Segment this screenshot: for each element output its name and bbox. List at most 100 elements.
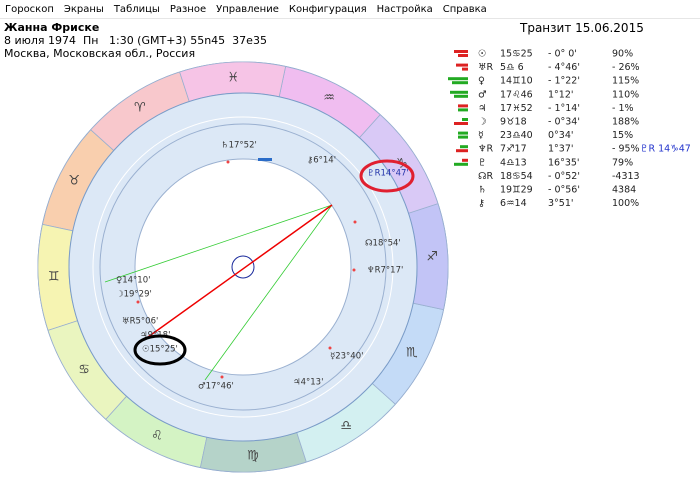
sign-glyph: ♒: [323, 91, 335, 106]
table-cell: 4♎13: [500, 157, 527, 168]
degree-marker: [258, 158, 272, 161]
sign-glyph: ♋: [78, 363, 90, 378]
table-cell: 23♎40: [500, 130, 533, 141]
menu-item[interactable]: Таблицы: [113, 3, 160, 15]
menu-item[interactable]: Конфигурация: [288, 3, 367, 15]
person-name: Жанна Фриске: [4, 21, 100, 34]
cusp-dot: [328, 346, 332, 350]
table-cell: 115%: [612, 76, 639, 87]
sign-glyph: ♓: [227, 70, 239, 85]
table-cell: 9♉18: [500, 117, 527, 128]
planet-label: ♃4°13': [293, 378, 323, 388]
table-cell: - 1°14': [548, 103, 580, 114]
table-cell: - 1%: [612, 103, 634, 114]
table-cell: 17♓52: [500, 103, 533, 114]
planet-label: ♄17°52': [221, 141, 257, 151]
table-cell: 15%: [612, 130, 633, 141]
table-cell: ♆R: [478, 144, 494, 155]
menu-item[interactable]: Гороскоп: [5, 3, 54, 15]
ring-line: [92, 116, 394, 418]
table-cell: 1°37': [548, 144, 574, 155]
table-cell: 14♊10: [500, 76, 533, 87]
menu-item[interactable]: Управление: [216, 3, 279, 15]
strength-bar: [462, 67, 468, 71]
strength-bar: [462, 158, 468, 162]
cusp-dot: [226, 160, 230, 164]
sign-glyph: ♈: [134, 101, 146, 116]
planet-label: ♀14°10': [116, 276, 150, 286]
menu-item[interactable]: Настройка: [376, 3, 433, 15]
planet-label: ☽19°29': [116, 290, 152, 300]
table-cell: 18♋54: [500, 171, 533, 182]
sign-glyph: ♊: [48, 269, 60, 284]
table-cell: 6♒14: [500, 198, 527, 209]
table-cell: ♇: [478, 157, 487, 168]
strength-bar: [454, 50, 468, 53]
planet-label: ♆R7°17': [367, 266, 403, 276]
table-cell: 3°51': [548, 198, 574, 209]
transit-date: Транзит 15.06.2015: [520, 21, 644, 35]
table-cell: - 4°46': [548, 62, 580, 73]
sign-glyph: ♉: [68, 173, 80, 188]
aspect-line: [147, 204, 333, 338]
sign-glyph: ♍: [247, 449, 259, 464]
table-cell: ☿: [478, 130, 484, 141]
strength-bar: [452, 81, 468, 85]
table-cell: 15♋25: [500, 49, 533, 60]
table-cell: 0°34': [548, 130, 574, 141]
planet-label: ☉15°25': [142, 345, 178, 355]
sign-glyph: ♌: [151, 428, 163, 443]
table-cell: ♄: [478, 185, 487, 196]
planet-label: ☊18°54': [365, 239, 401, 249]
table-cell: - 26%: [612, 62, 640, 73]
cusp-dot: [353, 220, 357, 224]
cusp-dot: [352, 268, 356, 272]
table-cell: - 95%: [612, 144, 640, 155]
strength-bar: [462, 118, 468, 121]
sign-glyph: ♏: [406, 346, 418, 361]
strength-bar: [456, 63, 468, 67]
table-cell: - 0°52': [548, 171, 580, 182]
table-cell: - 0° 0': [548, 49, 577, 60]
strength-bar: [460, 145, 468, 149]
table-cell: ☊R: [478, 171, 493, 182]
sign-glyph: ♐: [426, 250, 438, 265]
table-cell: ☉: [478, 49, 487, 60]
menu-item[interactable]: Разное: [169, 3, 207, 15]
birth-place: Москва, Московская обл., Россия: [4, 47, 196, 60]
highlight-circle: [133, 334, 187, 366]
highlight-circle: [359, 159, 415, 193]
table-cell: ⚷: [478, 198, 485, 209]
table-cell: ♅R: [478, 62, 494, 73]
table-cell: ♃: [478, 103, 487, 114]
table-cell: 110%: [612, 89, 639, 100]
table-cell: 16°35': [548, 157, 580, 168]
menu-item[interactable]: Экраны: [63, 3, 104, 15]
planet-label: ♂17°46': [198, 382, 234, 392]
table-cell: 79%: [612, 157, 633, 168]
table-cell: 7♐17: [500, 144, 527, 155]
strength-bar: [458, 108, 468, 112]
table-cell: 17♌46: [500, 89, 533, 100]
aspect-line: [104, 204, 333, 283]
table-cell: -4313: [612, 171, 640, 182]
strength-bar: [458, 131, 468, 135]
table-cell: 19♊29: [500, 185, 533, 196]
birth-details: 8 июля 1974 Пн 1:30 (GMT+3) 55n45 37e35: [4, 34, 267, 47]
table-cell: - 0°34': [548, 117, 580, 128]
strength-bar: [458, 104, 468, 108]
strength-bar: [454, 94, 468, 98]
strength-bar: [458, 54, 468, 57]
table-cell: ♂: [478, 89, 487, 100]
menu-item[interactable]: Справка: [442, 3, 487, 15]
planet-label: ♇R14°47': [367, 169, 409, 179]
strength-bar: [450, 90, 468, 94]
aspect-line: [204, 204, 333, 381]
table-cell: 90%: [612, 49, 633, 60]
table-cell: - 1°22': [548, 76, 580, 87]
strength-bar: [456, 149, 468, 153]
table-cell: 4384: [612, 185, 636, 196]
strength-bar: [454, 122, 468, 125]
